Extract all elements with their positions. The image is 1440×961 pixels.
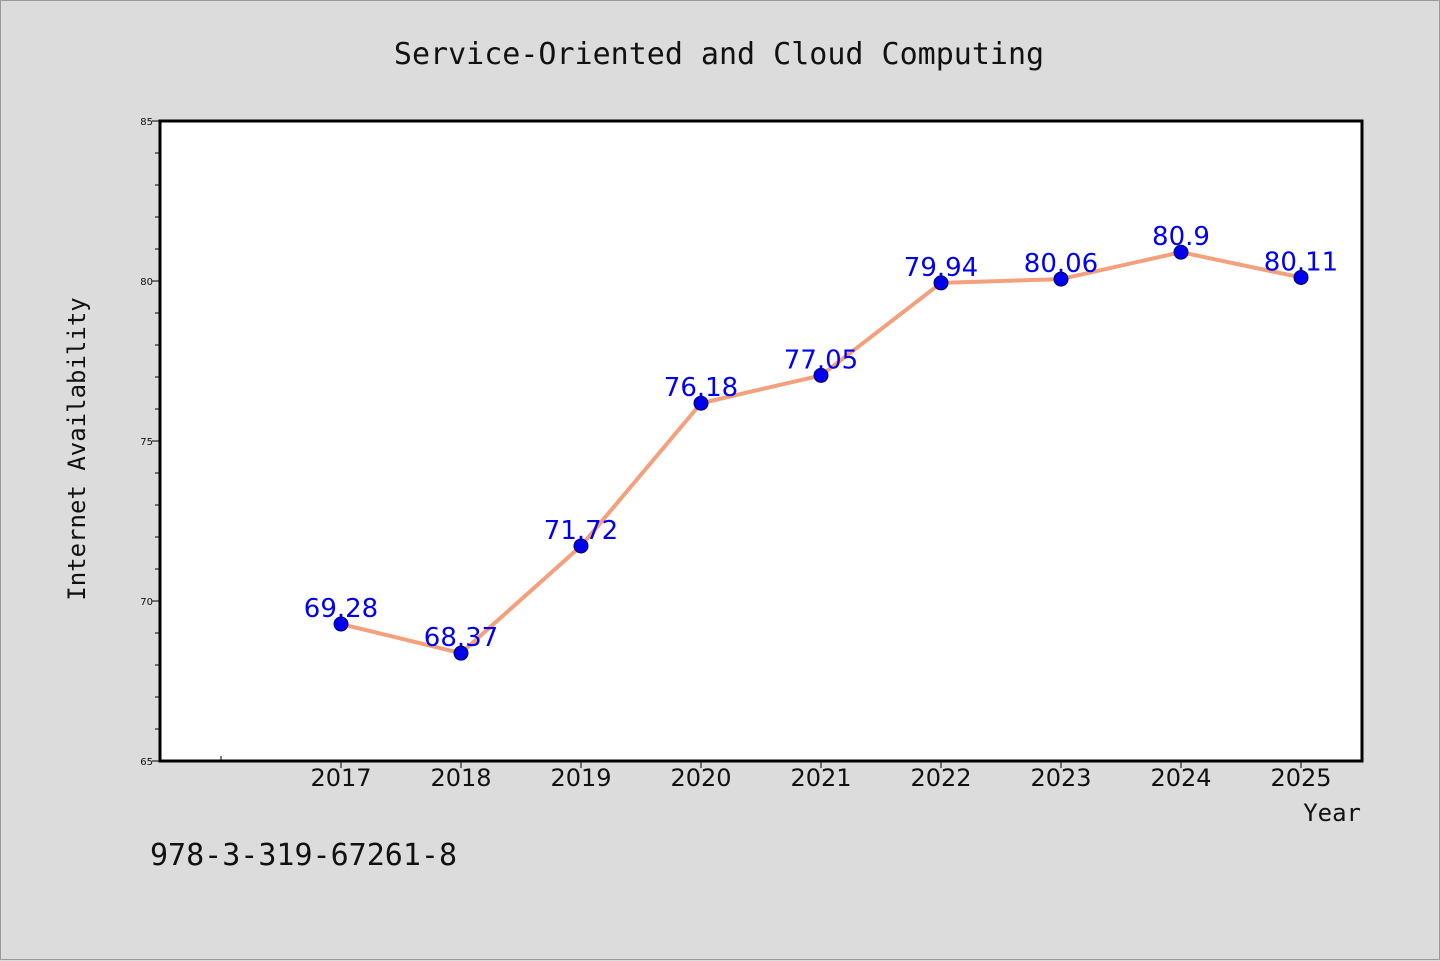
data-label: 71.72 xyxy=(544,516,618,546)
x-tick-label: 2023 xyxy=(1030,764,1091,792)
data-label: 79.94 xyxy=(904,253,978,283)
plot-area xyxy=(158,119,1364,763)
x-tick-label: 2025 xyxy=(1270,764,1331,792)
x-tick-label: 2022 xyxy=(910,764,971,792)
data-point-marker xyxy=(1173,244,1189,260)
data-point-marker xyxy=(573,538,589,554)
data-label: 69.28 xyxy=(304,594,378,624)
data-label: 80.11 xyxy=(1264,247,1338,277)
data-point-marker xyxy=(693,395,709,411)
series-layer: 69.28 68.37 71.72 76.18 77.05 79.94 80.06 80.9 8… xyxy=(304,222,1338,661)
data-label: 80.06 xyxy=(1024,249,1098,279)
data-label: 76.18 xyxy=(664,373,738,403)
x-tick-label: 2019 xyxy=(550,764,611,792)
data-point-marker xyxy=(453,645,469,661)
y-tick-label: 75 xyxy=(140,437,153,448)
x-tick-label: 2024 xyxy=(1150,764,1211,792)
y-tick-label: 70 xyxy=(140,597,153,608)
isbn-text: 978-3-319-67261-8 xyxy=(150,838,457,873)
y-tick-label: 80 xyxy=(140,277,153,288)
x-tick-label: 2020 xyxy=(670,764,731,792)
data-label: 80.9 xyxy=(1152,222,1210,252)
chart-title: Service-Oriented and Cloud Computing xyxy=(394,37,1044,72)
data-label: 77.05 xyxy=(784,345,858,375)
x-axis-label: Year xyxy=(1303,799,1361,827)
y-axis-label: Internet Availability xyxy=(63,297,91,600)
data-point-marker xyxy=(1293,269,1309,285)
x-tick-label: 2021 xyxy=(790,764,851,792)
x-tick-label: 2017 xyxy=(310,764,371,792)
data-label: 68.37 xyxy=(424,623,498,653)
data-point-marker xyxy=(813,367,829,383)
data-point-marker xyxy=(933,275,949,291)
y-tick-label: 85 xyxy=(140,117,153,128)
data-point-marker xyxy=(1053,271,1069,287)
x-axis: 2017 2018 2019 2020 2021 2022 2023 2024 2025 xyxy=(220,756,1332,792)
y-axis: 65 70 75 80 85 xyxy=(140,117,160,768)
y-tick-label: 65 xyxy=(140,757,153,768)
x-tick-label: 2018 xyxy=(430,764,491,792)
data-point-marker xyxy=(333,616,349,632)
